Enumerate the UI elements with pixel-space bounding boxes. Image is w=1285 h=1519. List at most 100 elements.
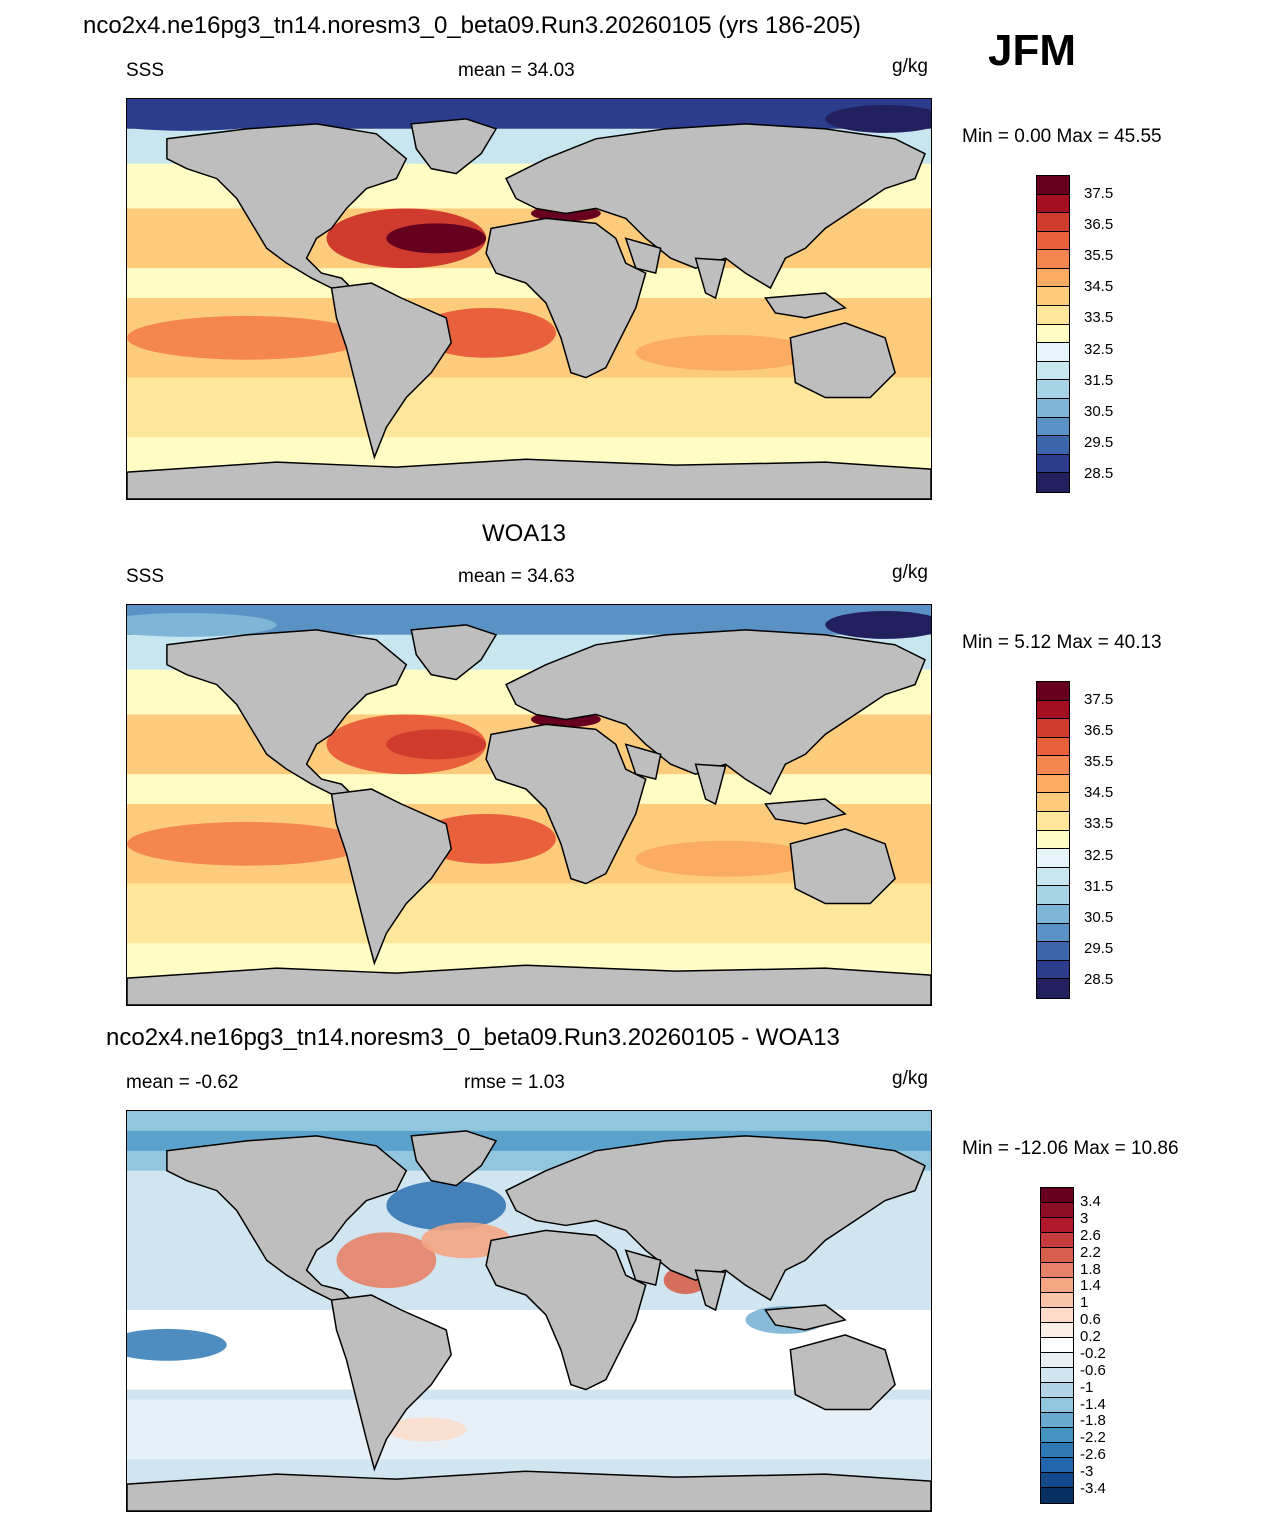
field-blob [386, 1417, 467, 1442]
panel1-map [126, 98, 932, 500]
colorbar-swatch [1037, 250, 1069, 269]
colorbar-tick-label: 0.2 [1080, 1328, 1101, 1346]
colorbar-swatch [1041, 1473, 1073, 1488]
colorbar-tick-label: 35.5 [1084, 753, 1114, 771]
continent-shape [505, 123, 926, 290]
continent-shape [764, 292, 847, 319]
run-title: nco2x4.ne16pg3_tn14.noresm3_0_beta09.Run… [83, 12, 861, 39]
colorbar-tick-label: -0.2 [1080, 1344, 1106, 1362]
panel2-colorbar [1036, 681, 1070, 999]
colorbar-swatch [1041, 1233, 1073, 1248]
colorbar-swatch [1037, 268, 1069, 288]
continent-shape [127, 458, 931, 499]
panel2-map [126, 604, 932, 1006]
colorbar-swatch [1041, 1383, 1073, 1398]
continent-shape [694, 257, 727, 300]
field-blob [416, 813, 556, 864]
colorbar-swatch [1041, 1413, 1073, 1428]
colorbar-swatch [1037, 849, 1069, 868]
colorbar-tick-label: 29.5 [1084, 434, 1114, 452]
colorbar-swatch [1037, 923, 1069, 943]
colorbar-tick-label: 33.5 [1084, 815, 1114, 833]
panel3-rmse-label: rmse = 1.03 [464, 1072, 565, 1093]
colorbar-swatch [1041, 1218, 1073, 1233]
colorbar-tick-label: 3 [1080, 1209, 1089, 1227]
colorbar-swatch [1041, 1308, 1073, 1323]
colorbar-swatch [1037, 886, 1069, 905]
continent-shape [166, 1135, 408, 1301]
field-blob [336, 1232, 437, 1289]
field-blob [386, 729, 487, 760]
panel3-title: nco2x4.ne16pg3_tn14.noresm3_0_beta09.Run… [106, 1024, 840, 1051]
panel2-title: WOA13 [482, 520, 567, 547]
colorbar-swatch [1037, 343, 1069, 362]
continent-shape [764, 1304, 847, 1331]
colorbar-swatch [1037, 306, 1069, 325]
continent-shape [624, 237, 662, 275]
panel3-map [126, 1110, 932, 1512]
colorbar-swatch [1041, 1368, 1073, 1383]
field-blob [127, 106, 277, 131]
colorbar-swatch [1037, 324, 1069, 344]
colorbar-swatch [1037, 830, 1069, 850]
panel2-minmax: Min = 5.12 Max = 40.13 [962, 632, 1162, 653]
colorbar-swatch [1037, 194, 1069, 214]
colorbar-tick-label: 3.4 [1080, 1193, 1101, 1211]
continent-shape [127, 1470, 931, 1511]
continent-shape [485, 723, 647, 885]
colorbar-tick-label: 36.5 [1084, 721, 1114, 739]
colorbar-swatch [1037, 904, 1069, 924]
colorbar-swatch [1037, 737, 1069, 757]
colorbar-swatch [1041, 1188, 1073, 1203]
field-blob [635, 840, 816, 877]
field-blob [825, 104, 931, 133]
colorbar-tick-label: -0.6 [1080, 1361, 1106, 1379]
colorbar-swatch [1037, 793, 1069, 813]
colorbar-swatch [1037, 756, 1069, 775]
colorbar-swatch [1037, 176, 1069, 195]
colorbar-swatch [1037, 942, 1069, 961]
colorbar-swatch [1037, 719, 1069, 738]
colorbar-swatch [1037, 436, 1069, 455]
colorbar-tick-label: 2.2 [1080, 1243, 1101, 1261]
continent-shape [764, 798, 847, 825]
colorbar-swatch [1037, 361, 1069, 381]
field-band [127, 1399, 931, 1460]
continent-shape [410, 1130, 498, 1187]
colorbar-tick-label: 0.6 [1080, 1311, 1101, 1329]
continent-shape [330, 788, 452, 966]
colorbar-tick-label: 32.5 [1084, 846, 1114, 864]
colorbar-tick-label: -2.6 [1080, 1446, 1106, 1464]
colorbar-swatch [1041, 1263, 1073, 1278]
colorbar-swatch [1041, 1278, 1073, 1293]
field-blob [386, 1180, 507, 1231]
continent-shape [624, 1249, 662, 1287]
field-blob [416, 307, 556, 358]
continent-shape [789, 322, 896, 399]
colorbar-swatch [1037, 231, 1069, 251]
continent-shape [330, 282, 452, 460]
colorbar-tick-label: 34.5 [1084, 784, 1114, 802]
colorbar-swatch [1037, 213, 1069, 232]
continent-shape [166, 123, 408, 289]
colorbar-tick-label: -1.4 [1080, 1395, 1106, 1413]
colorbar-tick-label: 36.5 [1084, 215, 1114, 233]
continent-shape [330, 1294, 452, 1472]
colorbar-swatch [1041, 1398, 1073, 1413]
continent-shape [789, 1334, 896, 1411]
field-blob [127, 1328, 227, 1361]
panel2-left-label: SSS [126, 566, 165, 587]
continent-shape [410, 118, 498, 175]
panel2-units: g/kg [892, 562, 928, 583]
colorbar-tick-label: -1.8 [1080, 1412, 1106, 1430]
colorbar-tick-label: 37.5 [1084, 184, 1114, 202]
colorbar-tick-label: 1 [1080, 1294, 1089, 1312]
continent-shape [789, 828, 896, 905]
colorbar-tick-label: 29.5 [1084, 940, 1114, 958]
continent-shape [485, 1229, 647, 1391]
colorbar-swatch [1037, 398, 1069, 418]
colorbar-tick-label: 30.5 [1084, 908, 1114, 926]
colorbar-tick-label: 31.5 [1084, 877, 1114, 895]
field-blob [386, 223, 487, 254]
field-band [127, 377, 931, 438]
